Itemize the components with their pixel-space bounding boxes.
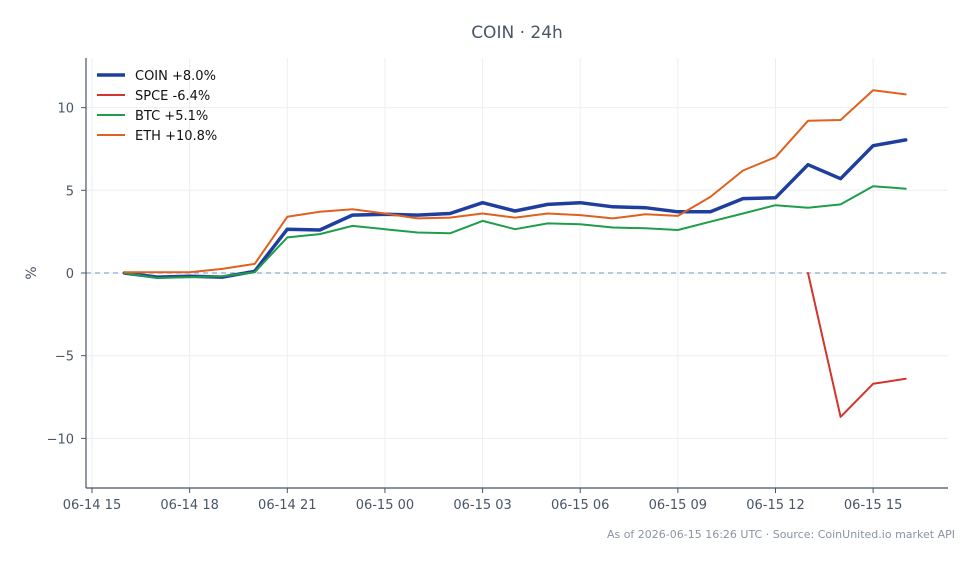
x-axis-ticks: 06-14 15 06-14 18 06-14 21 06-15 00 06-15 03… [63,488,902,513]
x-tick-label: 06-15 00 [356,498,414,513]
y-axis-ticks: 10 5 0 −5 −10 [47,102,86,447]
legend-label: COIN +8.0% [135,69,216,84]
series-line [807,272,907,418]
y-tick-label: 10 [57,102,74,117]
x-tick-label: 06-15 15 [844,498,902,513]
x-tick-label: 06-14 21 [258,498,316,513]
y-tick-label: −5 [55,350,74,365]
legend-label: SPCE -6.4% [135,89,210,104]
y-tick-label: 5 [66,184,74,199]
y-tick-label: 0 [66,267,74,282]
x-tick-label: 06-15 06 [551,498,609,513]
x-tick-label: 06-15 12 [746,498,804,513]
x-tick-label: 06-15 09 [649,498,707,513]
x-tick-label: 06-14 15 [63,498,121,513]
series-line [123,89,907,274]
series-line [122,138,908,279]
chart-title: COIN · 24h [471,23,563,43]
x-tick-label: 06-15 03 [453,498,511,513]
legend: COIN +8.0% SPCE -6.4% BTC +5.1% ETH +10.8% [97,69,217,144]
y-axis-label: % [24,266,40,279]
series-lines [122,89,908,418]
grid [86,58,948,488]
legend-label: BTC +5.1% [135,109,208,124]
footer-note: As of 2026-06-15 16:26 UTC · Source: Coi… [607,528,955,541]
series-line [123,185,907,279]
y-tick-label: −10 [47,432,74,447]
legend-label: ETH +10.8% [135,129,217,144]
x-tick-label: 06-14 18 [160,498,218,513]
